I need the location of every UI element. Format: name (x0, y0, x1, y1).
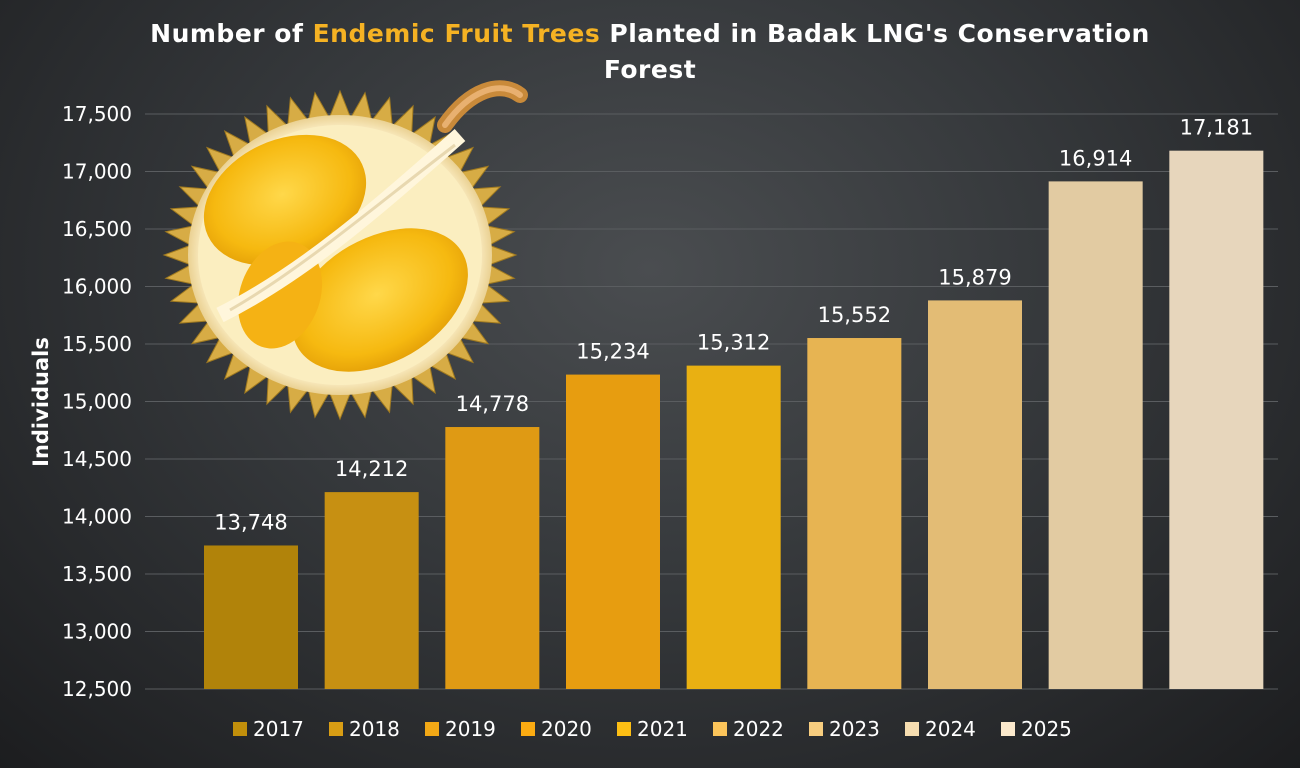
data-label-2020: 15,234 (576, 340, 649, 364)
legend-swatch-2024 (905, 722, 919, 736)
bar-2024 (1048, 181, 1143, 689)
y-tick-label: 15,500 (62, 332, 132, 356)
legend-swatch-2019 (425, 722, 439, 736)
bar-2021 (686, 365, 781, 689)
y-tick-label: 15,000 (62, 390, 132, 414)
title-part-1: Number of (150, 19, 312, 48)
bar-shade-2018 (324, 492, 419, 689)
y-axis-ticks: 12,500 13,000 13,500 14,000 14,500 15,000 15,5… (62, 102, 132, 701)
data-label-2021: 15,312 (697, 331, 770, 355)
legend-label-2021: 2021 (637, 717, 688, 741)
legend-label-2023: 2023 (829, 717, 880, 741)
data-label-2024: 16,914 (1059, 146, 1132, 170)
legend-swatch-2021 (617, 722, 631, 736)
bar-2022 (807, 338, 902, 689)
legend-swatch-2017 (233, 722, 247, 736)
y-tick-label: 14,500 (62, 447, 132, 471)
legend-swatch-2020 (521, 722, 535, 736)
data-label-2017: 13,748 (214, 510, 287, 534)
legend-swatch-2023 (809, 722, 823, 736)
legend: 2017 2018 2019 2020 2021 2022 2023 2024 2025 (233, 717, 1072, 741)
bar-2018 (324, 492, 419, 689)
bar-2019 (445, 427, 540, 689)
y-tick-label: 13,500 (62, 562, 132, 586)
bar-shade-2019 (445, 427, 540, 689)
y-axis-title: Individuals (29, 337, 53, 467)
bar-shade-2017 (204, 545, 298, 689)
y-tick-label: 13,000 (62, 620, 132, 644)
y-tick-label: 17,500 (62, 102, 132, 126)
title-highlight: Endemic Fruit Trees (313, 19, 601, 48)
data-label-2022: 15,552 (818, 303, 891, 327)
durian-fruit-icon (162, 80, 528, 421)
durian-spike (489, 244, 518, 266)
bars (204, 150, 1264, 689)
y-tick-label: 17,000 (62, 160, 132, 184)
title-part-3: Planted in Badak LNG's Conservation (600, 19, 1150, 48)
data-label-2018: 14,212 (335, 457, 408, 481)
legend-label-2020: 2020 (541, 717, 592, 741)
durian-spike (328, 392, 352, 421)
durian-spike (162, 244, 191, 266)
legend-label-2025: 2025 (1021, 717, 1072, 741)
legend-label-2019: 2019 (445, 717, 496, 741)
bar-shade-2022 (807, 338, 902, 689)
legend-label-2018: 2018 (349, 717, 400, 741)
bar-2023 (928, 300, 1022, 689)
chart-title-line1: Number of Endemic Fruit Trees Planted in… (150, 19, 1150, 48)
y-tick-label: 16,500 (62, 217, 132, 241)
bar-shade-2024 (1048, 181, 1143, 689)
bar-shade-2023 (928, 300, 1022, 689)
data-label-2025: 17,181 (1180, 116, 1253, 140)
legend-label-2022: 2022 (733, 717, 784, 741)
bar-2025 (1169, 150, 1264, 689)
bar-shade-2020 (566, 374, 660, 689)
bar-2017 (204, 545, 298, 689)
y-tick-label: 14,000 (62, 505, 132, 529)
legend-label-2017: 2017 (253, 717, 304, 741)
bar-2020 (566, 374, 660, 689)
bar-shade-2021 (686, 365, 781, 689)
data-label-2023: 15,879 (938, 265, 1011, 289)
data-label-2019: 14,778 (456, 392, 529, 416)
chart-title-line2: Forest (604, 55, 696, 84)
y-tick-label: 12,500 (62, 677, 132, 701)
legend-swatch-2018 (329, 722, 343, 736)
legend-label-2024: 2024 (925, 717, 976, 741)
durian-spike (328, 89, 352, 118)
bar-shade-2025 (1169, 150, 1264, 689)
legend-swatch-2025 (1001, 722, 1015, 736)
legend-swatch-2022 (713, 722, 727, 736)
y-tick-label: 16,000 (62, 275, 132, 299)
data-labels: 13,748 14,212 14,778 15,234 15,312 15,552 15,8… (214, 116, 1253, 535)
